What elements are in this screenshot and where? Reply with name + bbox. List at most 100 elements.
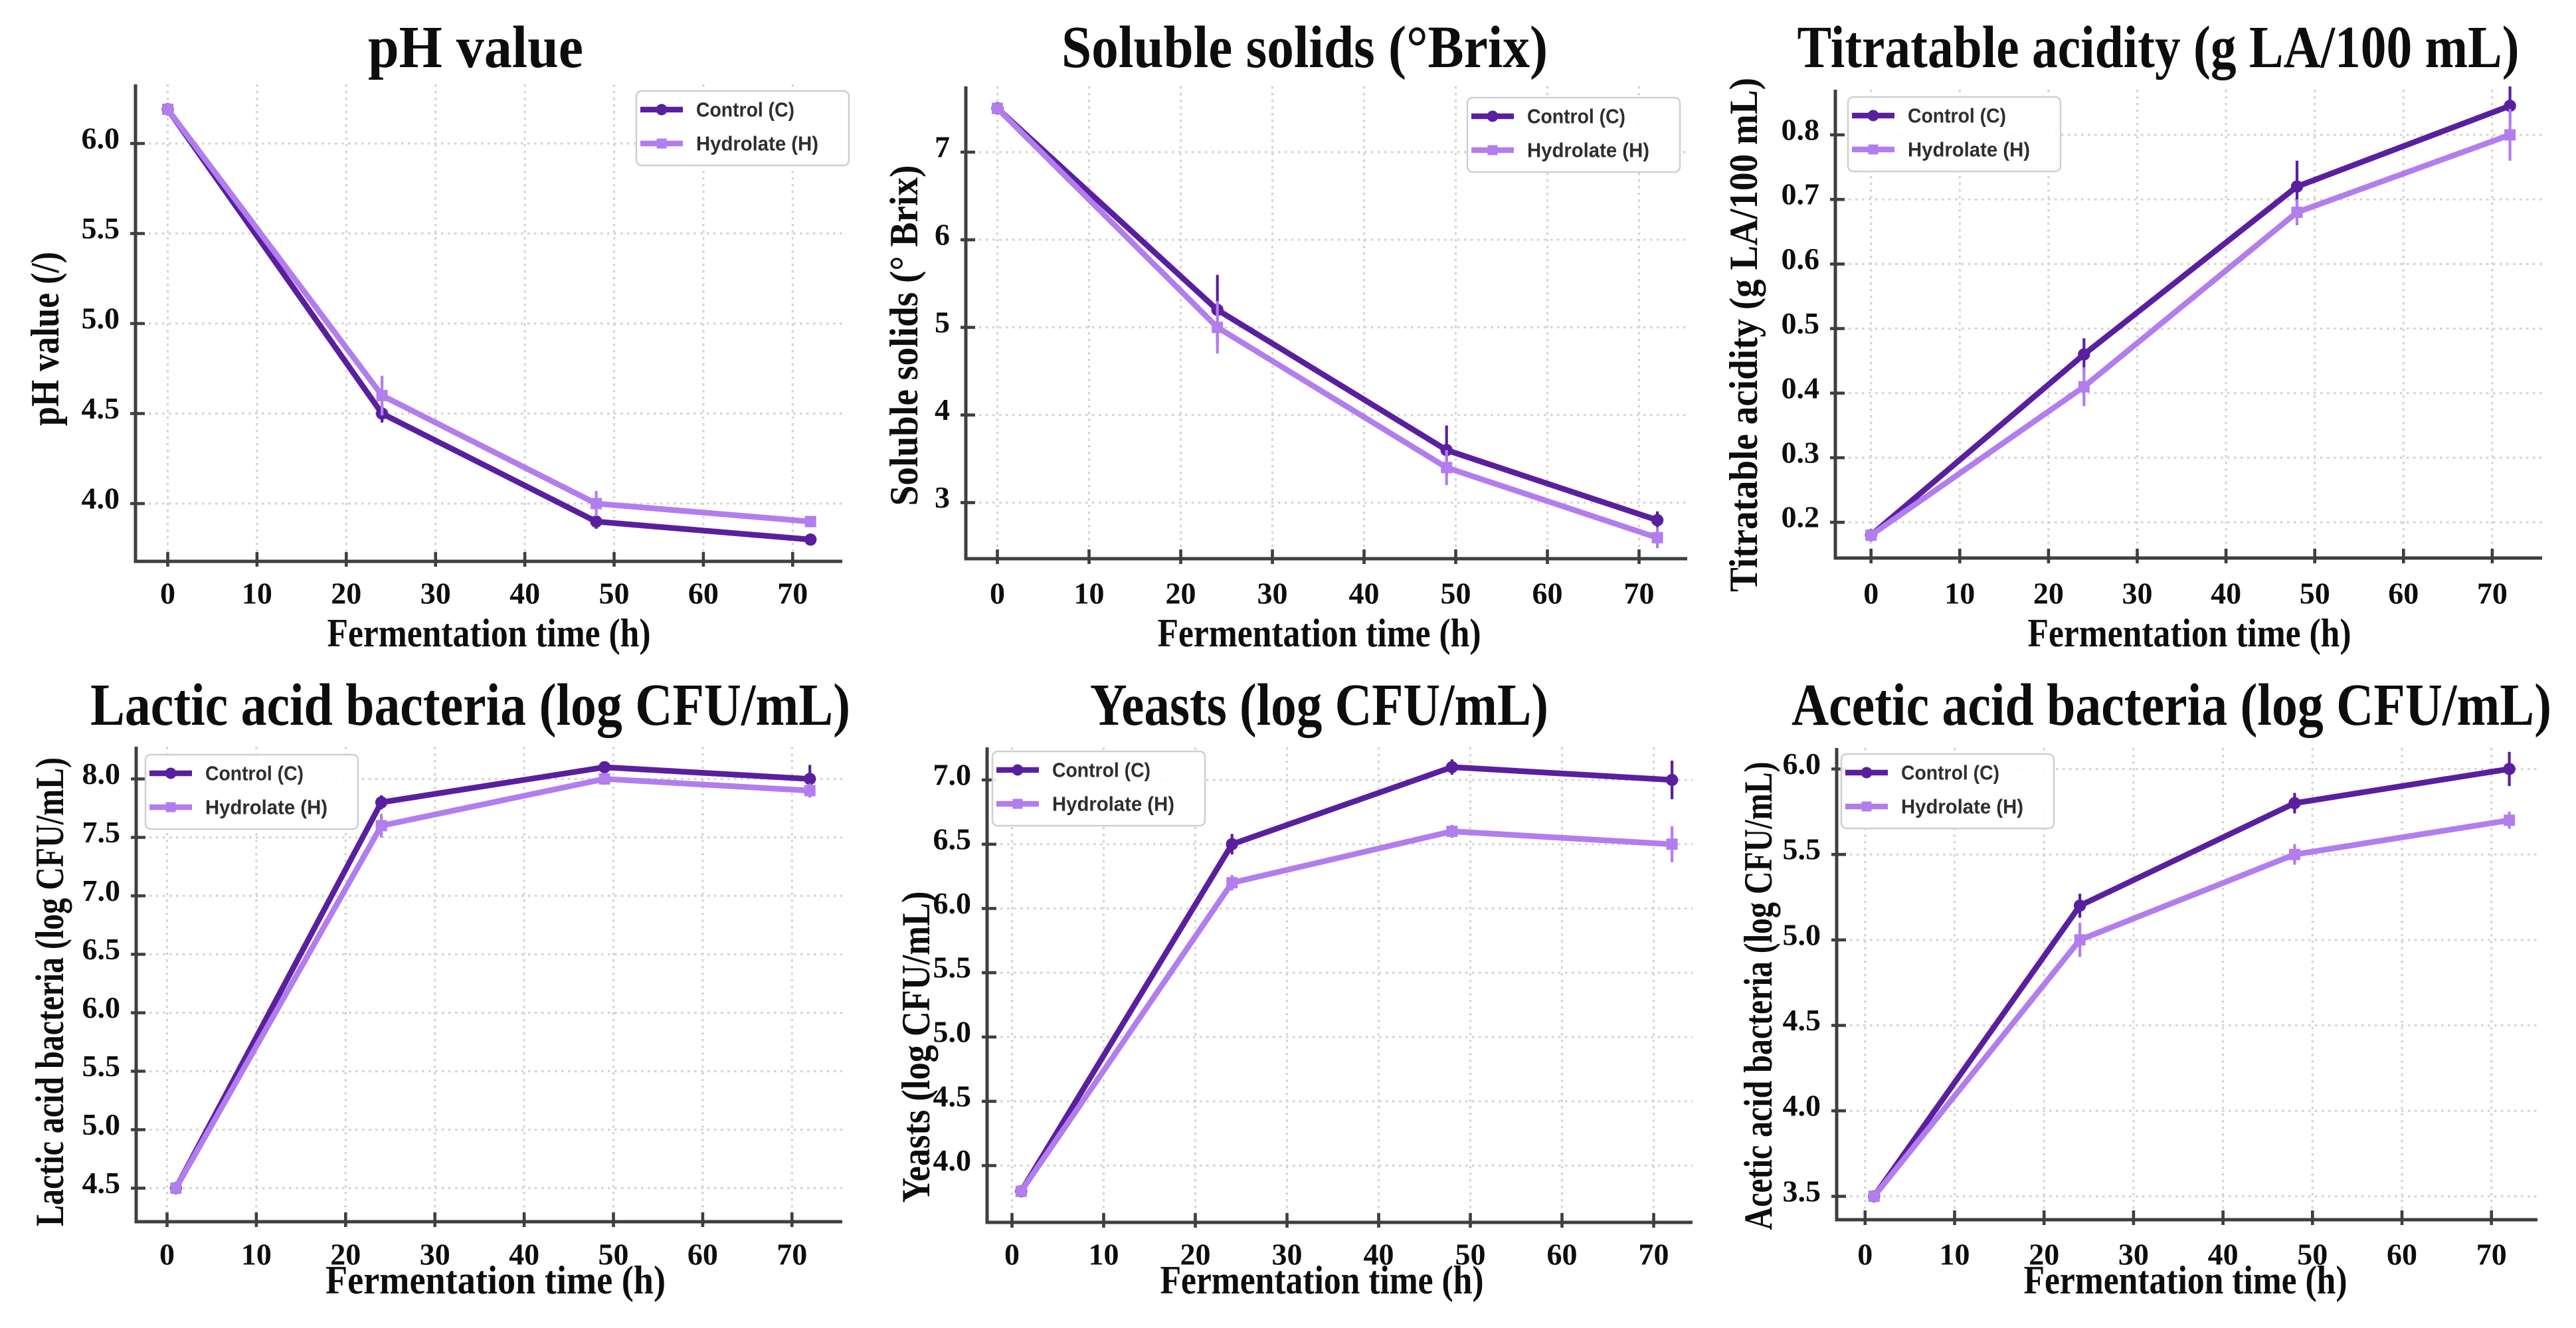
svg-text:50: 50 bbox=[598, 1238, 629, 1272]
svg-text:5: 5 bbox=[935, 305, 950, 339]
svg-text:30: 30 bbox=[1272, 1238, 1303, 1272]
svg-text:pH value: pH value bbox=[368, 15, 583, 80]
svg-text:Hydrolate (H): Hydrolate (H) bbox=[1901, 795, 2023, 818]
svg-text:60: 60 bbox=[688, 1238, 718, 1272]
svg-text:5.5: 5.5 bbox=[1783, 832, 1821, 866]
svg-text:5.0: 5.0 bbox=[82, 1107, 121, 1141]
svg-text:Hydrolate (H): Hydrolate (H) bbox=[205, 796, 327, 819]
svg-text:70: 70 bbox=[1639, 1238, 1669, 1272]
svg-text:Fermentation time (h): Fermentation time (h) bbox=[1160, 1258, 1484, 1302]
svg-text:60: 60 bbox=[2387, 1238, 2417, 1272]
svg-text:10: 10 bbox=[1940, 1238, 1970, 1272]
svg-text:Soluble solids (° Brix): Soluble solids (° Brix) bbox=[882, 165, 926, 506]
svg-text:0: 0 bbox=[1857, 1238, 1873, 1272]
svg-text:4.0: 4.0 bbox=[933, 1143, 972, 1177]
svg-text:4.0: 4.0 bbox=[82, 482, 120, 516]
svg-text:30: 30 bbox=[1257, 577, 1288, 611]
svg-text:Acetic acid bacteria (log CFU/: Acetic acid bacteria (log CFU/mL) bbox=[1792, 672, 2551, 738]
svg-text:Hydrolate (H): Hydrolate (H) bbox=[1527, 139, 1649, 162]
svg-text:4: 4 bbox=[935, 393, 950, 427]
svg-text:60: 60 bbox=[1547, 1238, 1578, 1272]
svg-text:4.5: 4.5 bbox=[82, 1166, 121, 1200]
svg-text:50: 50 bbox=[599, 577, 630, 611]
svg-text:20: 20 bbox=[2029, 1238, 2059, 1272]
svg-text:Control (C): Control (C) bbox=[1527, 105, 1625, 128]
svg-text:40: 40 bbox=[1349, 577, 1380, 611]
svg-text:5.0: 5.0 bbox=[1783, 917, 1821, 951]
svg-text:Fermentation time (h): Fermentation time (h) bbox=[325, 1258, 666, 1302]
svg-text:70: 70 bbox=[2477, 577, 2508, 611]
svg-text:0.8: 0.8 bbox=[1782, 113, 1820, 147]
svg-text:Control (C): Control (C) bbox=[1052, 759, 1150, 782]
svg-text:10: 10 bbox=[241, 1238, 272, 1272]
svg-text:6.0: 6.0 bbox=[82, 991, 121, 1024]
svg-text:Lactic acid bacteria (log CFU/: Lactic acid bacteria (log CFU/mL) bbox=[90, 672, 850, 738]
svg-text:Hydrolate (H): Hydrolate (H) bbox=[1052, 793, 1174, 816]
svg-text:0.6: 0.6 bbox=[1782, 242, 1820, 276]
svg-text:4.5: 4.5 bbox=[933, 1079, 972, 1113]
svg-text:Acetic acid bacteria (log CFU/: Acetic acid bacteria (log CFU/mL) bbox=[1736, 762, 1780, 1230]
svg-text:10: 10 bbox=[1074, 577, 1105, 611]
svg-text:7: 7 bbox=[935, 130, 950, 164]
svg-text:6.0: 6.0 bbox=[933, 886, 972, 920]
svg-text:70: 70 bbox=[2476, 1238, 2507, 1272]
svg-text:4.5: 4.5 bbox=[1783, 1003, 1821, 1037]
svg-text:Fermentation time (h): Fermentation time (h) bbox=[2028, 611, 2351, 655]
svg-text:30: 30 bbox=[420, 577, 451, 611]
svg-text:20: 20 bbox=[331, 577, 361, 611]
svg-text:6.5: 6.5 bbox=[82, 932, 121, 966]
svg-text:50: 50 bbox=[1455, 1238, 1486, 1272]
svg-text:7.5: 7.5 bbox=[82, 815, 121, 849]
svg-text:0.7: 0.7 bbox=[1782, 177, 1820, 211]
svg-text:10: 10 bbox=[1944, 577, 1975, 611]
svg-text:20: 20 bbox=[1166, 577, 1196, 611]
svg-text:6: 6 bbox=[935, 217, 950, 251]
svg-text:0.3: 0.3 bbox=[1782, 436, 1820, 470]
svg-text:70: 70 bbox=[777, 1238, 807, 1272]
svg-text:30: 30 bbox=[2118, 1238, 2149, 1272]
svg-text:Control (C): Control (C) bbox=[696, 98, 794, 122]
svg-text:6.0: 6.0 bbox=[82, 122, 120, 155]
svg-text:0.5: 0.5 bbox=[1782, 306, 1820, 340]
svg-text:60: 60 bbox=[1532, 577, 1563, 611]
svg-text:0: 0 bbox=[1863, 577, 1879, 611]
svg-text:0: 0 bbox=[990, 577, 1005, 611]
svg-text:50: 50 bbox=[1441, 577, 1471, 611]
svg-text:Control (C): Control (C) bbox=[1901, 761, 1999, 785]
svg-text:4.0: 4.0 bbox=[1783, 1089, 1821, 1123]
svg-text:Yeasts (log CFU/mL): Yeasts (log CFU/mL) bbox=[894, 892, 938, 1203]
svg-text:70: 70 bbox=[777, 577, 808, 611]
svg-text:Titratable acidity (g LA/100: Titratable acidity (g LA/100 mL) bbox=[1722, 78, 1766, 592]
svg-text:30: 30 bbox=[2122, 577, 2153, 611]
svg-text:10: 10 bbox=[242, 577, 272, 611]
svg-text:5.5: 5.5 bbox=[933, 951, 972, 985]
svg-text:0: 0 bbox=[160, 577, 175, 611]
svg-text:Control (C): Control (C) bbox=[1908, 104, 2006, 128]
svg-text:7.0: 7.0 bbox=[82, 874, 121, 907]
svg-text:Hydrolate (H): Hydrolate (H) bbox=[696, 132, 818, 155]
svg-text:Yeasts (log CFU/mL): Yeasts (log CFU/mL) bbox=[1090, 672, 1548, 738]
svg-text:50: 50 bbox=[2300, 577, 2330, 611]
svg-text:20: 20 bbox=[1180, 1238, 1211, 1272]
svg-text:70: 70 bbox=[1624, 577, 1655, 611]
svg-text:50: 50 bbox=[2297, 1238, 2328, 1272]
svg-text:4.5: 4.5 bbox=[82, 391, 120, 425]
svg-text:40: 40 bbox=[1364, 1238, 1394, 1272]
svg-text:5.0: 5.0 bbox=[933, 1015, 972, 1049]
svg-text:3: 3 bbox=[935, 480, 950, 514]
svg-text:20: 20 bbox=[330, 1238, 361, 1272]
svg-text:0.2: 0.2 bbox=[1782, 500, 1820, 534]
svg-text:7.0: 7.0 bbox=[933, 758, 972, 792]
svg-text:Fermentation time (h): Fermentation time (h) bbox=[327, 611, 651, 655]
svg-text:Fermentation time (h): Fermentation time (h) bbox=[2024, 1258, 2347, 1302]
svg-text:6.5: 6.5 bbox=[933, 822, 972, 856]
svg-text:5.5: 5.5 bbox=[82, 1049, 121, 1083]
svg-text:40: 40 bbox=[2211, 577, 2241, 611]
svg-text:10: 10 bbox=[1089, 1238, 1119, 1272]
svg-text:Hydrolate (H): Hydrolate (H) bbox=[1908, 138, 2030, 161]
svg-text:3.5: 3.5 bbox=[1783, 1174, 1821, 1208]
svg-text:40: 40 bbox=[509, 1238, 539, 1272]
svg-text:0: 0 bbox=[159, 1238, 175, 1272]
svg-text:6.0: 6.0 bbox=[1783, 747, 1821, 781]
svg-text:0: 0 bbox=[1004, 1238, 1020, 1272]
